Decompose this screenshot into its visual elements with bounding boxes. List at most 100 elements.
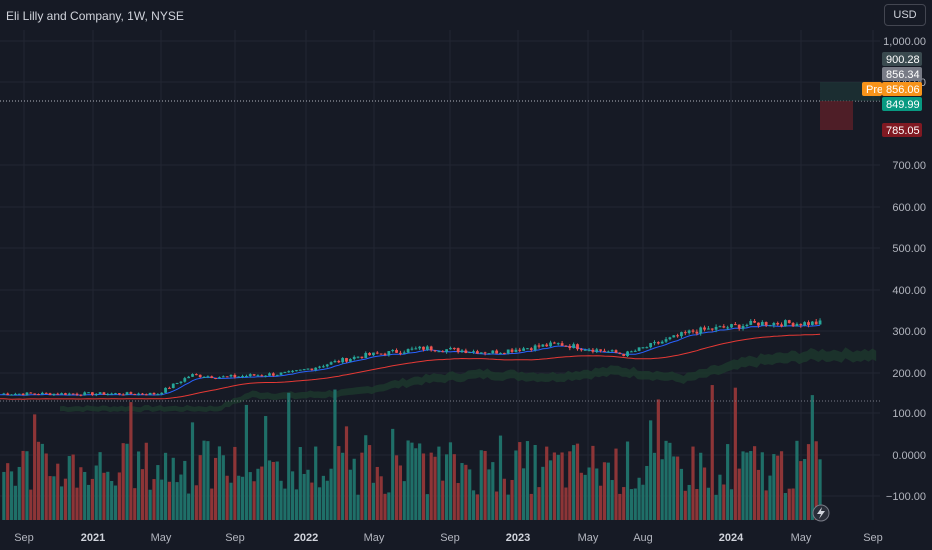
volume-bar	[156, 465, 160, 520]
candle-body	[699, 327, 703, 334]
volume-bar	[633, 488, 637, 520]
volume-bar	[348, 469, 352, 520]
time-tick-label: Sep	[14, 532, 34, 544]
volume-bar	[194, 485, 198, 520]
candle-body	[460, 350, 464, 353]
candle-body	[502, 352, 506, 354]
volume-bar	[425, 494, 429, 520]
candle-body	[121, 394, 125, 396]
candle-body	[352, 356, 356, 359]
volume-bar	[337, 446, 341, 520]
currency-button[interactable]: USD	[884, 4, 926, 26]
candle-body	[2, 393, 6, 395]
chart-title: Eli Lilly and Company, 1W, NYSE	[6, 9, 184, 23]
volume-bar	[645, 465, 649, 520]
volume-bar	[783, 493, 787, 520]
candle-body	[641, 347, 645, 349]
candle-body	[784, 320, 787, 327]
volume-bar	[244, 404, 248, 520]
candle-body	[75, 393, 79, 395]
volume-bar	[210, 488, 214, 520]
candle-body	[572, 344, 576, 349]
candle-body	[691, 330, 695, 332]
candle-body	[560, 343, 564, 346]
candle-body	[264, 375, 268, 377]
volume-bar	[391, 428, 395, 520]
candle-body	[780, 324, 783, 327]
candle-body	[472, 351, 475, 353]
volume-bar	[806, 444, 811, 520]
slow-ma-line	[0, 333, 821, 400]
candle-body	[760, 322, 764, 326]
candle-body	[21, 393, 25, 396]
candle-body	[171, 383, 175, 389]
candle-body	[14, 393, 17, 395]
volume-bar	[317, 487, 322, 520]
candle-body	[283, 371, 287, 373]
candle-body	[56, 393, 60, 395]
candle-body	[110, 393, 114, 395]
volume-bar	[560, 452, 564, 520]
volume-bar	[275, 461, 279, 520]
candle-body	[441, 351, 445, 353]
volume-bar	[602, 462, 607, 520]
time-tick-label: 2022	[294, 532, 318, 544]
candle-body	[495, 350, 499, 354]
svg-text:900.28: 900.28	[886, 54, 920, 66]
candle-body	[144, 394, 148, 396]
volume-bar	[106, 471, 110, 520]
time-tick-label: Sep	[440, 532, 460, 544]
volume-bar	[60, 486, 64, 520]
volume-bar	[564, 487, 568, 520]
volume-bar	[479, 450, 483, 520]
volume-bar	[410, 442, 414, 520]
volume-bar	[137, 451, 141, 520]
volume-bar	[664, 440, 668, 520]
candle-body	[318, 366, 321, 368]
candle-body	[810, 321, 814, 325]
volume-bar	[498, 435, 503, 520]
candle-body	[649, 343, 653, 348]
volume-bar	[529, 493, 533, 520]
candle-body	[452, 347, 456, 349]
grid-lines	[0, 30, 880, 520]
volume-bar	[117, 472, 121, 520]
volume-bar	[240, 476, 245, 520]
volume-bar	[502, 478, 506, 520]
volume-bar	[237, 475, 241, 520]
volume-bar	[579, 472, 583, 520]
volume-bar	[302, 473, 306, 520]
candle-body	[772, 323, 776, 326]
lightning-icon[interactable]	[812, 504, 830, 522]
volume-bar	[198, 455, 202, 520]
candle-body	[345, 358, 348, 362]
volume-bar	[256, 468, 260, 520]
candle-body	[191, 374, 194, 377]
volume-bar	[768, 475, 772, 520]
volume-bar	[321, 475, 325, 520]
candle-body	[210, 376, 214, 378]
volume-bar	[264, 416, 268, 520]
volume-bar	[760, 452, 764, 520]
volume-bar	[791, 488, 795, 520]
volume-bar	[506, 494, 510, 520]
candle-body	[125, 392, 129, 395]
price-axis[interactable]: 1,000.00900.00700.00600.00500.00400.0030…	[883, 36, 926, 503]
volume-bar	[606, 462, 610, 520]
volume-bar	[495, 491, 499, 520]
volume-bar	[183, 460, 187, 520]
volume-bar	[460, 463, 464, 520]
volume-bar	[679, 468, 684, 520]
ichimoku-cloud	[60, 347, 877, 413]
volume-bar	[660, 459, 664, 520]
time-axis[interactable]: Sep 2021 May Sep 2022 May Sep 2023 May Aug 2024 May…	[14, 532, 883, 544]
candle-body	[714, 326, 718, 330]
volume-bar	[452, 454, 456, 520]
candle-body	[48, 393, 52, 396]
candle-body	[687, 330, 691, 333]
volume-bar	[187, 493, 191, 520]
volume-bar	[418, 443, 422, 520]
candle-body	[102, 392, 106, 395]
candle-body	[137, 393, 140, 395]
